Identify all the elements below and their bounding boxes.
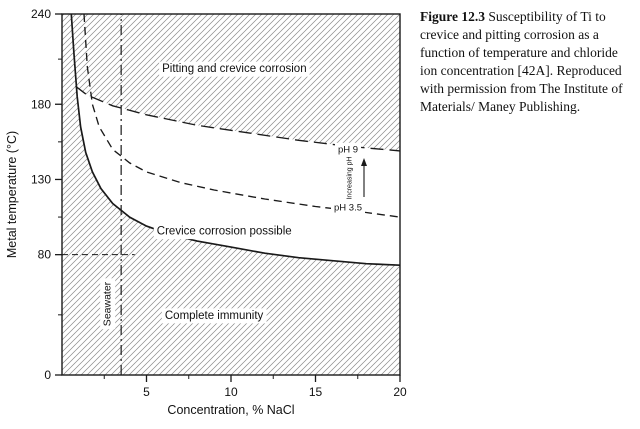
figure-caption-label: Figure 12.3: [420, 9, 485, 24]
svg-text:Seawater: Seawater: [102, 281, 114, 326]
region-label-0: Pitting and crevice corrosion: [159, 61, 310, 77]
increasing-ph-label: Increasing pH: [344, 153, 355, 203]
y-tick-label: 0: [44, 368, 51, 382]
x-tick-label: 5: [143, 385, 150, 399]
ph-3.5-boundary-curve: [83, 13, 401, 218]
chart-svg: 0 80 130 180 240 5 10 15 20 Concentration, % NaCl…: [5, 7, 407, 417]
svg-text:Pitting and crevice corrosion: Pitting and crevice corrosion: [162, 63, 306, 75]
x-tick-label: 20: [393, 385, 407, 399]
region-label-1: Crevice corrosion possible: [153, 224, 295, 240]
x-tick-label: 10: [224, 385, 238, 399]
region-label-2: Complete immunity: [161, 308, 267, 324]
svg-text:Complete immunity: Complete immunity: [165, 310, 264, 322]
ph-9-boundary-curve: [75, 85, 401, 152]
svg-text:Crevice corrosion possible: Crevice corrosion possible: [157, 226, 292, 238]
ph-9-label: pH 9: [334, 142, 362, 157]
x-tick-label: 15: [309, 385, 323, 399]
svg-text:pH 9: pH 9: [338, 144, 358, 155]
y-tick-label: 80: [38, 248, 52, 262]
x-axis-label: Concentration, % NaCl: [167, 403, 294, 417]
y-tick-label: 130: [31, 172, 51, 186]
y-tick-label: 180: [31, 97, 51, 111]
crevice-possible-band: [71, 14, 401, 266]
y-axis-label: Metal temperature (°C): [5, 131, 19, 258]
svg-text:pH 3.5: pH 3.5: [334, 202, 362, 213]
complete-immunity-boundary-curve: [70, 13, 401, 267]
figure-caption: Figure 12.3 Susceptibility of Ti to crev…: [420, 8, 632, 116]
increasing-ph-arrowhead: [361, 158, 367, 166]
svg-text:Increasing pH: Increasing pH: [346, 156, 353, 199]
seawater-label: Seawater: [100, 278, 116, 330]
figure-caption-text: Susceptibility of Ti to crevice and pitt…: [420, 9, 623, 115]
ph-3-5-label: pH 3.5: [331, 200, 365, 215]
y-tick-label: 240: [31, 7, 51, 21]
corrosion-chart: 0 80 130 180 240 5 10 15 20 Concentration, % NaCl…: [5, 7, 407, 417]
